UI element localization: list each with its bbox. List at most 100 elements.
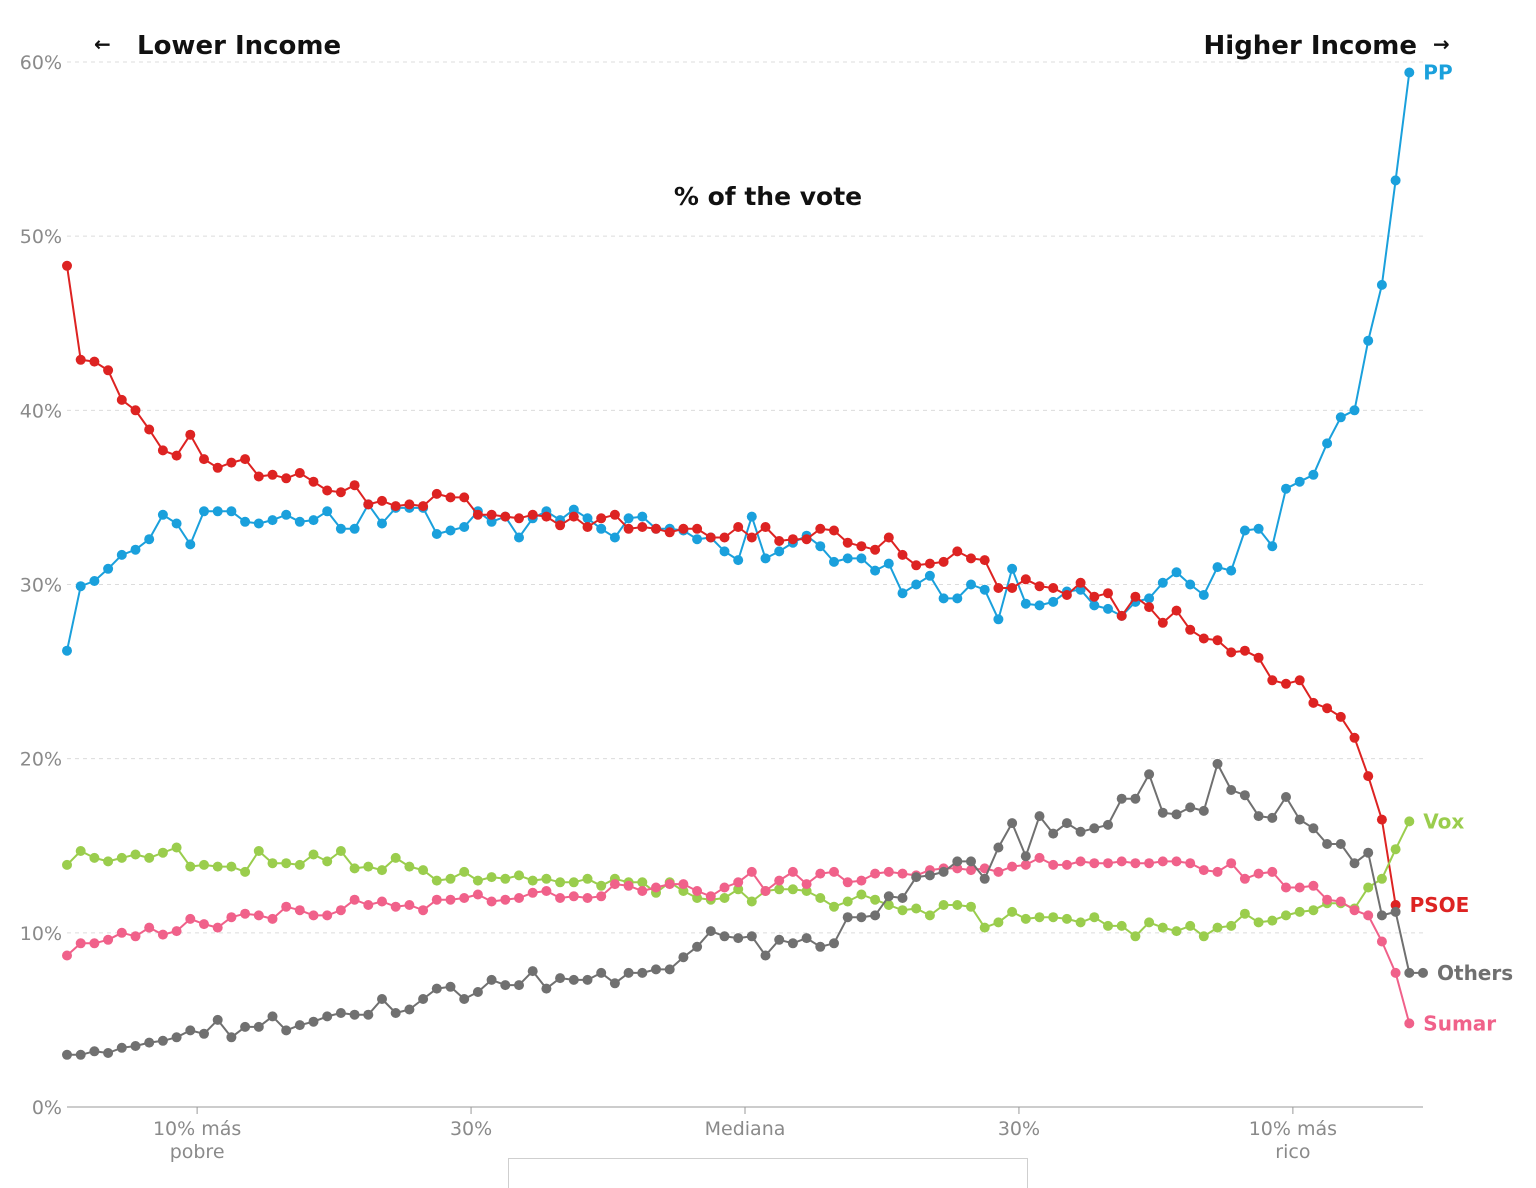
data-point-psoe — [1294, 675, 1305, 686]
data-point-sumar — [527, 887, 538, 898]
data-point-others — [75, 1049, 86, 1060]
data-point-others — [1089, 823, 1100, 834]
data-point-vox — [555, 877, 566, 888]
data-point-vox — [527, 875, 538, 886]
data-point-sumar — [966, 865, 976, 876]
data-point-pp — [733, 555, 744, 566]
data-point-sumar — [664, 879, 675, 890]
data-point-others — [1020, 851, 1031, 862]
data-point-sumar — [308, 910, 319, 921]
y-tick-label: 20% — [20, 749, 62, 771]
data-point-psoe — [1103, 588, 1113, 599]
data-point-psoe — [829, 525, 839, 536]
data-point-vox — [404, 861, 415, 872]
data-point-sumar — [1363, 910, 1374, 921]
data-point-sumar — [1185, 858, 1196, 869]
data-point-pp — [253, 518, 264, 529]
data-point-sumar — [541, 886, 552, 896]
data-point-others — [692, 941, 703, 952]
data-point-psoe — [651, 523, 661, 534]
data-point-vox — [1048, 912, 1059, 923]
data-point-psoe — [1185, 624, 1196, 635]
data-point-psoe — [760, 522, 771, 532]
data-point-others — [1322, 839, 1333, 849]
data-point-others — [308, 1016, 319, 1027]
data-point-others — [1075, 826, 1086, 837]
data-point-vox — [1130, 931, 1141, 942]
data-point-sumar — [719, 882, 730, 893]
data-point-psoe — [130, 405, 141, 416]
data-point-others — [1363, 847, 1374, 858]
data-point-psoe — [500, 511, 511, 522]
data-point-pp — [116, 549, 127, 560]
data-point-sumar — [705, 891, 716, 902]
bottom-panel — [508, 1158, 1028, 1188]
data-point-vox — [89, 852, 100, 863]
data-point-vox — [1007, 906, 1018, 917]
data-point-sumar — [472, 889, 483, 900]
data-point-vox — [116, 852, 127, 863]
data-point-pp — [609, 532, 620, 543]
data-point-sumar — [883, 866, 894, 877]
data-point-others — [1130, 793, 1141, 804]
data-point-vox — [294, 859, 305, 870]
data-point-others — [1404, 967, 1415, 978]
y-tick-label: 10% — [20, 923, 62, 945]
lower-income-label: Lower Income — [137, 31, 341, 61]
data-point-others — [623, 967, 634, 978]
data-point-sumar — [1075, 856, 1086, 867]
data-point-pp — [842, 553, 853, 564]
data-point-psoe — [240, 454, 251, 465]
data-point-sumar — [609, 879, 620, 890]
data-point-pp — [157, 509, 168, 520]
data-point-others — [390, 1008, 401, 1018]
data-point-pp — [445, 525, 456, 536]
data-point-others — [1253, 811, 1264, 822]
data-point-sumar — [1376, 936, 1387, 947]
data-point-pp — [1267, 541, 1278, 552]
data-point-others — [815, 941, 826, 952]
data-point-pp — [1007, 563, 1018, 574]
data-point-pp — [1349, 405, 1360, 416]
data-point-vox — [870, 894, 881, 905]
data-point-sumar — [390, 901, 401, 912]
data-point-pp — [596, 523, 607, 534]
data-point-psoe — [157, 445, 168, 456]
data-point-vox — [281, 858, 292, 869]
data-point-sumar — [226, 912, 237, 923]
data-point-others — [459, 994, 470, 1004]
data-point-others — [596, 967, 607, 978]
data-point-psoe — [1335, 711, 1346, 722]
data-point-pp — [1294, 476, 1305, 487]
data-point-psoe — [938, 556, 949, 567]
data-point-sumar — [431, 894, 442, 905]
data-point-others — [185, 1025, 196, 1036]
data-point-others — [829, 938, 839, 949]
data-point-vox — [842, 896, 853, 907]
data-point-sumar — [555, 893, 566, 903]
data-point-psoe — [815, 523, 826, 534]
data-point-others — [924, 870, 935, 881]
data-point-psoe — [801, 534, 812, 545]
data-point-others — [500, 980, 511, 991]
data-point-sumar — [678, 879, 689, 890]
data-point-pp — [568, 504, 579, 515]
data-point-sumar — [760, 886, 771, 896]
data-point-others — [966, 856, 976, 867]
data-point-sumar — [75, 938, 86, 949]
data-point-others — [1116, 793, 1127, 804]
y-tick-label: 0% — [32, 1097, 62, 1119]
data-point-psoe — [897, 549, 908, 560]
y-tick-label: 30% — [20, 575, 62, 597]
data-point-others — [856, 912, 867, 923]
data-point-vox — [267, 858, 278, 869]
data-point-sumar — [842, 877, 853, 888]
data-point-vox — [418, 865, 429, 876]
data-point-sumar — [445, 894, 456, 905]
data-point-sumar — [185, 913, 196, 924]
data-point-psoe — [199, 454, 209, 465]
right-arrow-icon: → — [1433, 32, 1450, 56]
data-point-psoe — [363, 499, 374, 510]
data-point-vox — [144, 852, 155, 863]
